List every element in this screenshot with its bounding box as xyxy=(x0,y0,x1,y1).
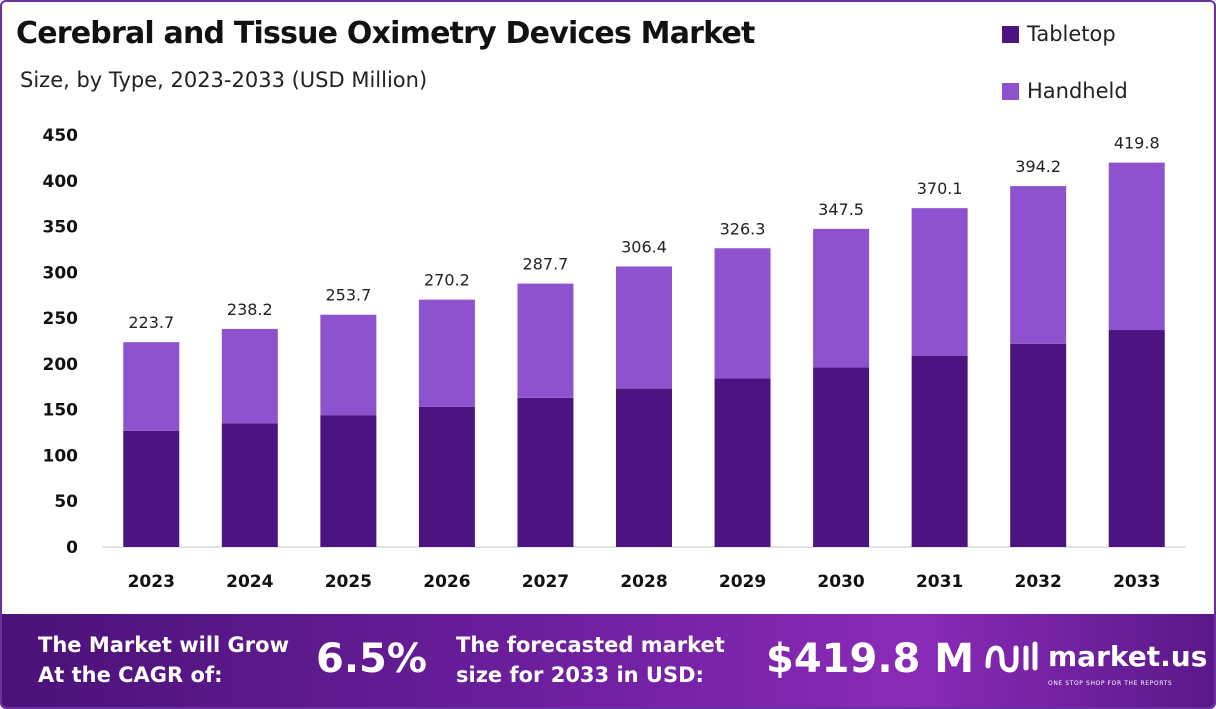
bar-handheld-2026 xyxy=(418,299,475,407)
bar-handheld-2025 xyxy=(320,314,377,416)
bar-handheld-2032 xyxy=(1010,186,1067,344)
bar-tabletop-2026 xyxy=(418,406,475,547)
data-label-2026: 270.2 xyxy=(424,271,470,290)
y-tick-label: 200 xyxy=(43,355,79,375)
bar-chart: 0 50 100 150 200 250 300 350 400 450 223.7 2023 238.… xyxy=(43,126,1186,592)
x-tick-label-2028: 2028 xyxy=(620,572,667,592)
y-tick-label: 150 xyxy=(43,401,79,421)
forecast-value: $419.8 M xyxy=(766,636,975,682)
x-tick-label-2032: 2032 xyxy=(1015,572,1062,592)
bar-handheld-2029 xyxy=(714,248,771,379)
cagr-caption: The Market will Grow At the CAGR of: xyxy=(38,630,289,690)
y-tick-label: 300 xyxy=(43,263,79,283)
data-label-2030: 347.5 xyxy=(818,200,864,219)
bar-handheld-2028 xyxy=(616,266,672,389)
data-label-2025: 253.7 xyxy=(325,286,371,305)
brand-tagline: ONE STOP SHOP FOR THE REPORTS xyxy=(1048,680,1173,687)
data-label-2024: 238.2 xyxy=(227,300,273,319)
y-tick-label: 100 xyxy=(43,446,79,466)
forecast-caption-line2: size for 2033 in USD: xyxy=(456,663,704,687)
legend-swatch-handheld xyxy=(1002,82,1019,100)
bar-tabletop-2032 xyxy=(1010,343,1067,547)
data-label-2027: 287.7 xyxy=(523,255,569,274)
x-tick-label-2027: 2027 xyxy=(522,572,569,592)
brand-name: market.us xyxy=(1048,639,1208,673)
bar-tabletop-2031 xyxy=(911,355,968,547)
market-us-logo-icon xyxy=(985,641,1038,673)
bar-handheld-2024 xyxy=(221,328,278,424)
x-tick-label-2024: 2024 xyxy=(226,572,273,592)
forecast-caption-line1: The forecasted market xyxy=(456,633,725,657)
bar-tabletop-2033 xyxy=(1108,330,1165,547)
y-tick-label: 350 xyxy=(43,218,79,238)
y-tick-label: 400 xyxy=(43,172,79,192)
data-label-2032: 394.2 xyxy=(1015,157,1061,176)
chart-subtitle: Size, by Type, 2023-2033 (USD Million) xyxy=(20,68,428,92)
x-tick-label-2031: 2031 xyxy=(916,572,963,592)
data-label-2029: 326.3 xyxy=(720,219,766,238)
chart-title: Cerebral and Tissue Oximetry Devices Mar… xyxy=(16,16,755,51)
bar-tabletop-2023 xyxy=(123,430,180,547)
bar-handheld-2027 xyxy=(517,283,574,398)
data-label-2031: 370.1 xyxy=(917,179,963,198)
cagr-caption-line1: The Market will Grow xyxy=(38,633,289,657)
legend-label-tabletop: Tabletop xyxy=(1027,22,1116,46)
cagr-caption-line2: At the CAGR of: xyxy=(38,663,223,687)
bar-handheld-2030 xyxy=(813,228,870,368)
legend-label-handheld: Handheld xyxy=(1027,79,1128,103)
cagr-value: 6.5% xyxy=(316,636,427,682)
data-label-2028: 306.4 xyxy=(621,237,667,256)
bar-handheld-2023 xyxy=(123,342,180,431)
x-tick-label-2033: 2033 xyxy=(1113,572,1160,592)
bar-tabletop-2024 xyxy=(221,423,278,547)
data-label-2023: 223.7 xyxy=(128,313,174,332)
data-label-2033: 419.8 xyxy=(1114,134,1160,153)
bar-tabletop-2027 xyxy=(517,397,574,547)
brand-logo[interactable]: market.us xyxy=(984,638,1207,674)
y-tick-label: 250 xyxy=(43,309,79,329)
y-tick-label: 50 xyxy=(54,492,78,512)
footer-banner: The Market will Grow At the CAGR of: 6.5… xyxy=(2,614,1214,707)
bar-handheld-2033 xyxy=(1108,162,1165,331)
y-tick-label: 450 xyxy=(43,126,79,146)
bar-tabletop-2025 xyxy=(320,415,377,547)
x-tick-label-2029: 2029 xyxy=(719,572,766,592)
bar-tabletop-2028 xyxy=(616,388,672,547)
x-tick-label-2023: 2023 xyxy=(128,572,175,592)
bar-tabletop-2030 xyxy=(813,367,870,547)
x-tick-label-2025: 2025 xyxy=(325,572,372,592)
legend-item-tabletop: Tabletop xyxy=(1002,22,1116,46)
x-tick-label-2030: 2030 xyxy=(817,572,864,592)
x-tick-label-2026: 2026 xyxy=(423,572,470,592)
bar-tabletop-2029 xyxy=(714,378,771,547)
legend-swatch-tabletop xyxy=(1002,25,1019,43)
bar-handheld-2031 xyxy=(911,208,968,356)
legend-item-handheld: Handheld xyxy=(1002,79,1128,103)
y-tick-label: 0 xyxy=(66,538,78,558)
forecast-caption: The forecasted market size for 2033 in U… xyxy=(456,630,725,690)
